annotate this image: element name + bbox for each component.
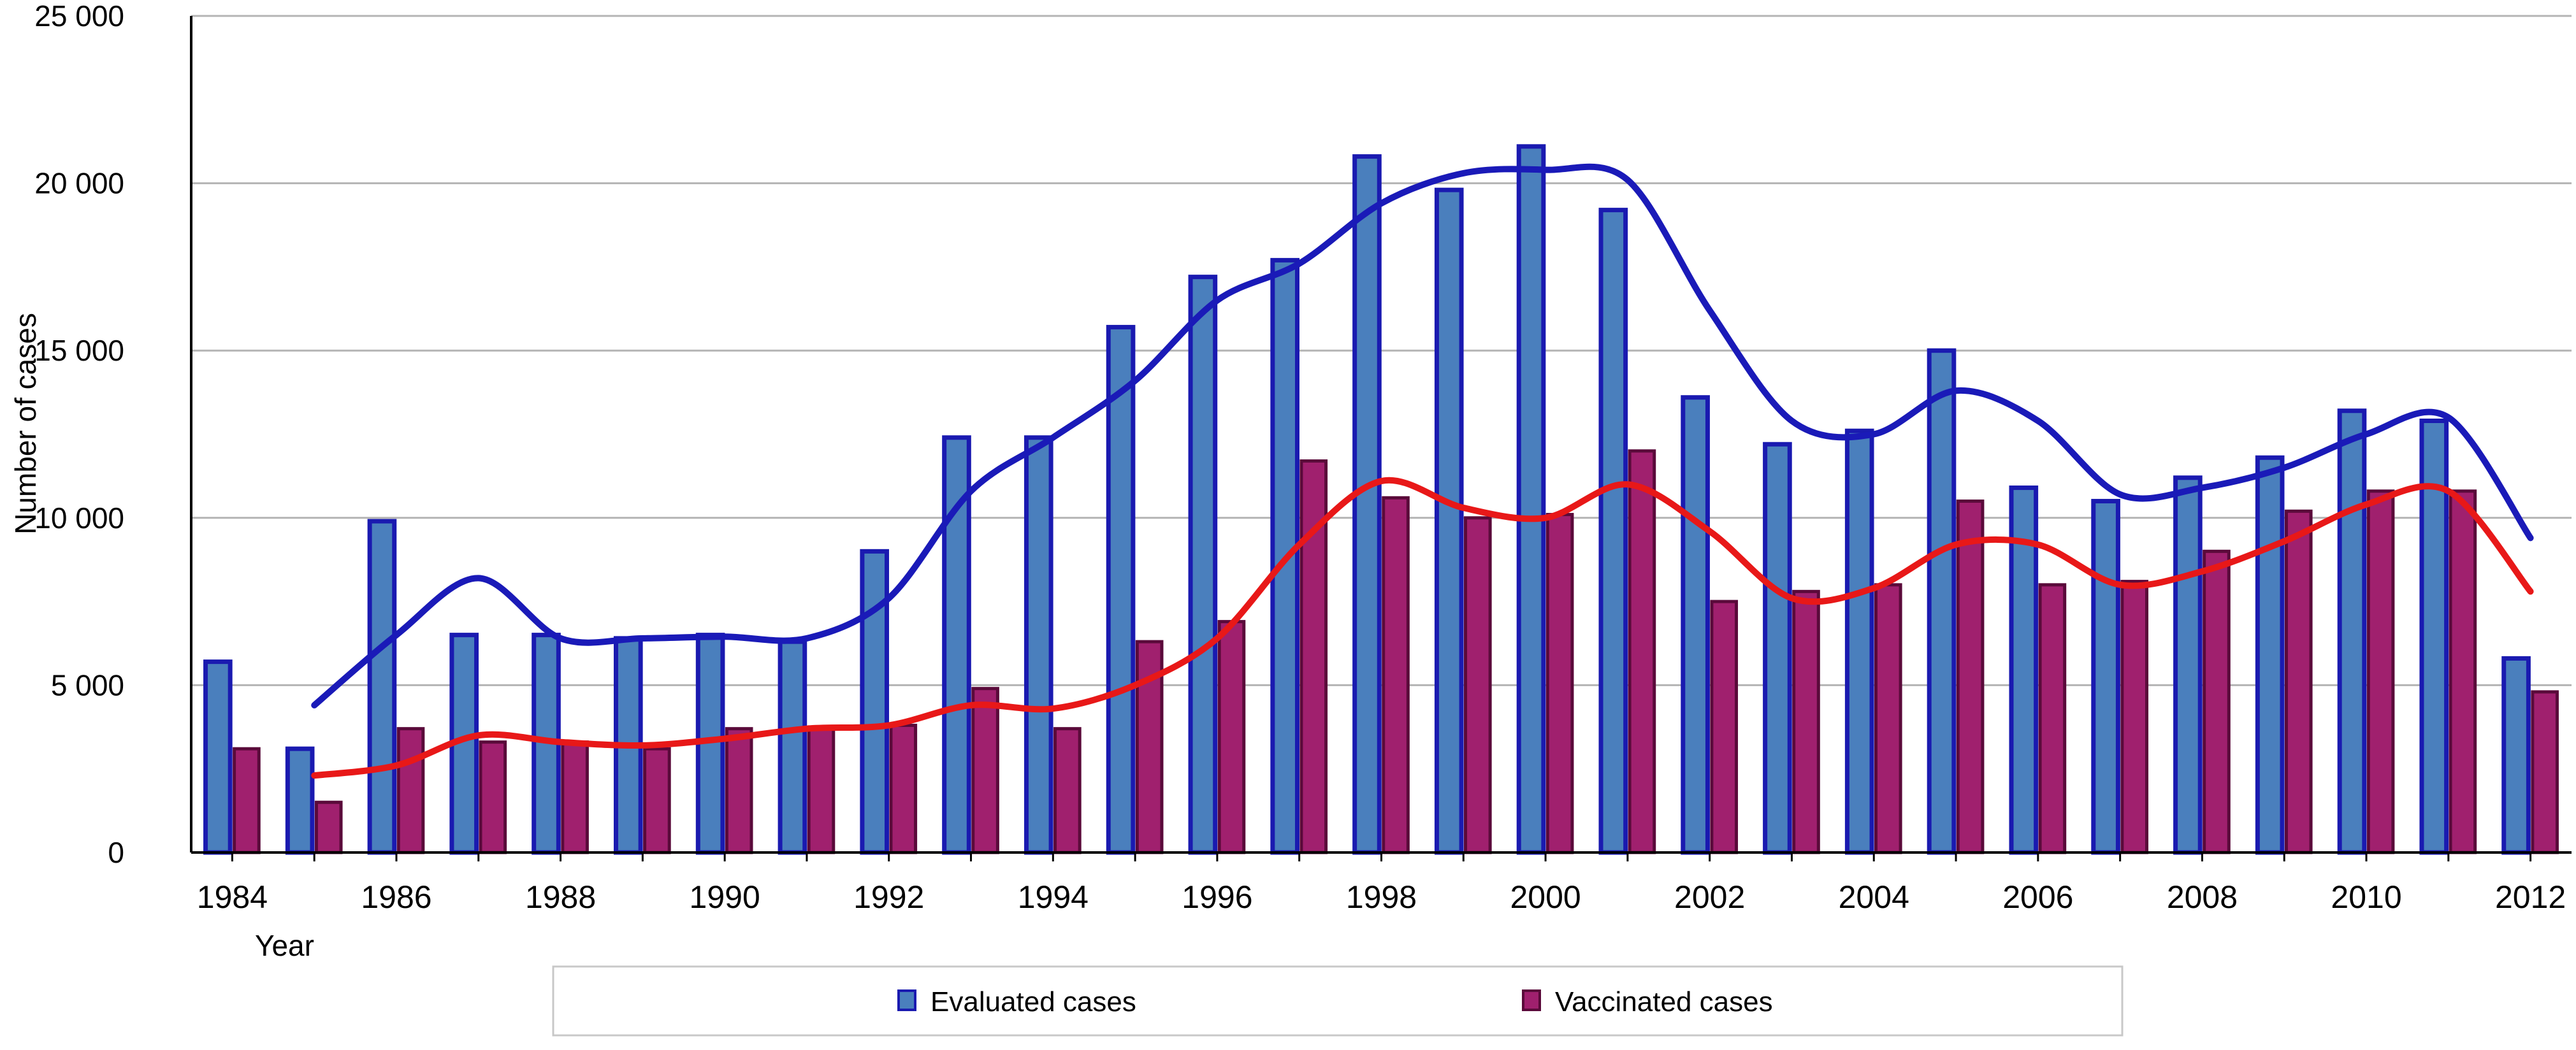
y-axis-title: Number of cases	[9, 313, 42, 535]
bar-evaluated-2001	[1598, 208, 1628, 855]
x-tick-label: 2002	[1674, 879, 1745, 915]
bar-vaccinated-2003	[1792, 589, 1820, 854]
legend-box	[552, 965, 2124, 1037]
bar-evaluated-1985	[285, 746, 315, 855]
x-tick-label: 1998	[1346, 879, 1417, 915]
bar-vaccinated-1996	[1217, 620, 1246, 854]
bar-evaluated-2003	[1763, 442, 1792, 855]
bar-vaccinated-2002	[1710, 600, 1739, 854]
x-tick-label: 1988	[525, 879, 596, 915]
x-axis-title: Year	[255, 929, 314, 962]
x-tick-label: 2008	[2167, 879, 2238, 915]
line-layer	[311, 163, 2534, 779]
bar-vaccinated-1984	[233, 747, 261, 854]
bar-vaccinated-1993	[971, 687, 999, 854]
x-tick-label: 2000	[1510, 879, 1581, 915]
y-tick-label: 20 000	[34, 167, 124, 200]
bar-vaccinated-2008	[2203, 549, 2231, 854]
bar-evaluated-2009	[2255, 455, 2285, 855]
bar-evaluated-2012	[2501, 656, 2531, 855]
trend-line-vaccinated	[311, 477, 2534, 779]
bar-vaccinated-1988	[561, 740, 589, 854]
bar-evaluated-1986	[367, 519, 397, 855]
bar-evaluated-1998	[1352, 154, 1382, 855]
bar-evaluated-2002	[1681, 395, 1710, 855]
legend-swatch-evaluated	[897, 989, 916, 1011]
bar-evaluated-2000	[1516, 144, 1546, 855]
x-tick-label: 1994	[1018, 879, 1089, 915]
bar-vaccinated-1994	[1053, 727, 1082, 854]
bar-vaccinated-2007	[2120, 580, 2148, 854]
axis-layer: 0 5 000 10 000 15 000 20 000 25 000 1984 1986 19…	[34, 0, 2572, 915]
legend-label-evaluated: Evaluated cases	[930, 986, 1136, 1018]
bar-evaluated-2010	[2337, 408, 2367, 855]
bar-vaccinated-2004	[1874, 583, 1902, 854]
x-tick-label: 2010	[2331, 879, 2401, 915]
x-tick-label: 2006	[2002, 879, 2073, 915]
bar-vaccinated-2010	[2366, 489, 2395, 854]
bar-evaluated-1994	[1024, 435, 1053, 855]
x-tick-label: 1996	[1182, 879, 1252, 915]
bar-evaluated-1999	[1434, 187, 1464, 855]
legend-layer: Evaluated cases Vaccinated cases	[552, 965, 2124, 1037]
bar-vaccinated-2012	[2531, 690, 2559, 854]
bar-evaluated-2011	[2419, 418, 2449, 855]
bar-vaccinated-2005	[1956, 500, 1985, 854]
bar-evaluated-1992	[860, 549, 890, 855]
bar-vaccinated-1985	[314, 800, 343, 854]
trend-line-evaluated	[311, 163, 2534, 708]
bar-vaccinated-2011	[2449, 489, 2477, 854]
x-tick-label: 1992	[853, 879, 924, 915]
bar-evaluated-1984	[203, 659, 233, 855]
bar-evaluated-2006	[2009, 485, 2039, 855]
bar-evaluated-2007	[2091, 499, 2120, 855]
y-tick-label: 15 000	[34, 334, 124, 367]
x-tick-label: 2004	[1839, 879, 1909, 915]
bar-evaluated-1995	[1106, 324, 1136, 855]
x-tick-label: 1984	[197, 879, 268, 915]
bar-vaccinated-1999	[1464, 516, 1492, 854]
x-tick-label: 2012	[2495, 879, 2566, 915]
bar-evaluated-1991	[778, 639, 807, 855]
x-tick-label: 1990	[690, 879, 760, 915]
y-tick-label: 5 000	[51, 668, 124, 701]
bar-evaluated-2008	[2173, 475, 2203, 855]
x-tick-label: 1986	[361, 879, 431, 915]
legend-swatch-vaccinated	[1522, 989, 1541, 1011]
bar-vaccinated-1989	[643, 747, 671, 854]
bar-vaccinated-1987	[479, 740, 507, 854]
bar-vaccinated-2009	[2284, 509, 2313, 854]
bar-vaccinated-1991	[807, 727, 836, 854]
y-tick-label: 10 000	[34, 501, 124, 535]
bar-vaccinated-2006	[2038, 583, 2067, 854]
bar-vaccinated-2001	[1628, 449, 1656, 854]
bar-evaluated-1996	[1188, 275, 1218, 855]
bar-vaccinated-2000	[1545, 513, 1574, 854]
bar-vaccinated-1990	[725, 727, 753, 854]
bar-vaccinated-1986	[396, 727, 425, 854]
bar-evaluated-2005	[1927, 348, 1957, 855]
y-tick-label: 0	[108, 836, 124, 869]
legend-label-vaccinated: Vaccinated cases	[1555, 986, 1773, 1018]
bar-layer	[203, 144, 2559, 855]
bar-evaluated-2004	[1844, 428, 1874, 855]
y-tick-label: 25 000	[34, 0, 124, 32]
bar-vaccinated-1998	[1382, 496, 1410, 854]
bar-vaccinated-1992	[889, 723, 918, 854]
